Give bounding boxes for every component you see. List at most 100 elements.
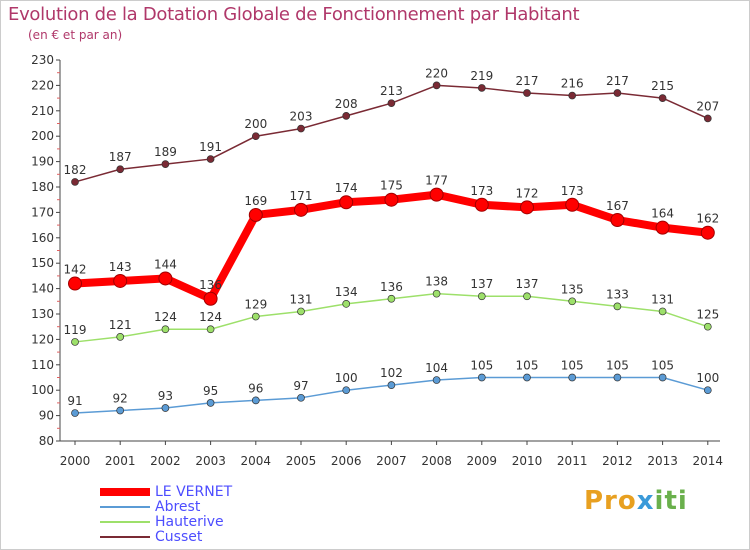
logo-part-1: Pro bbox=[584, 486, 637, 516]
x-tick-label: 2003 bbox=[195, 454, 226, 468]
data-label: 144 bbox=[154, 257, 177, 271]
data-point bbox=[613, 373, 622, 382]
data-point bbox=[251, 312, 260, 321]
data-point bbox=[71, 178, 79, 186]
legend-item: LE VERNET bbox=[100, 485, 340, 500]
data-label: 203 bbox=[290, 110, 313, 124]
x-tick-label: 2000 bbox=[60, 454, 91, 468]
data-label: 95 bbox=[203, 384, 218, 398]
data-label: 171 bbox=[290, 189, 313, 203]
data-point bbox=[568, 297, 577, 306]
data-point bbox=[568, 373, 577, 382]
y-tick-label: 150 bbox=[31, 256, 54, 270]
x-tick-label: 2012 bbox=[602, 454, 633, 468]
data-label: 97 bbox=[293, 379, 308, 393]
data-label: 219 bbox=[470, 69, 493, 83]
data-point bbox=[432, 376, 441, 384]
data-label: 216 bbox=[561, 77, 584, 91]
y-tick-label: 220 bbox=[31, 78, 54, 92]
data-label: 137 bbox=[516, 277, 539, 291]
data-point bbox=[432, 81, 441, 90]
data-label: 173 bbox=[470, 184, 493, 198]
data-point bbox=[161, 325, 170, 334]
data-point bbox=[477, 292, 486, 301]
data-label: 93 bbox=[158, 389, 173, 403]
data-point bbox=[158, 271, 173, 286]
data-label: 135 bbox=[561, 282, 584, 296]
chart-title: Evolution de la Dotation Globale de Fonc… bbox=[8, 4, 580, 25]
data-point bbox=[342, 112, 351, 120]
data-label: 105 bbox=[606, 359, 629, 373]
data-label: 136 bbox=[199, 278, 222, 292]
data-point bbox=[474, 197, 489, 212]
proxiti-logo: Proxiti bbox=[584, 486, 688, 516]
data-label: 119 bbox=[64, 323, 87, 337]
data-point bbox=[565, 197, 580, 212]
data-point bbox=[297, 393, 305, 402]
data-point bbox=[116, 406, 125, 415]
data-point bbox=[342, 299, 351, 308]
data-label: 133 bbox=[606, 287, 629, 301]
data-point bbox=[658, 307, 667, 316]
data-label: 182 bbox=[64, 163, 87, 177]
data-label: 105 bbox=[651, 359, 674, 373]
x-tick-label: 2011 bbox=[557, 454, 588, 468]
data-point bbox=[251, 396, 260, 405]
data-label: 96 bbox=[248, 381, 263, 395]
data-point bbox=[339, 195, 354, 210]
data-label: 169 bbox=[244, 194, 267, 208]
data-point bbox=[613, 302, 622, 311]
data-label: 124 bbox=[154, 310, 177, 324]
y-tick-label: 100 bbox=[31, 383, 54, 397]
y-tick-label: 140 bbox=[31, 282, 54, 296]
data-point bbox=[71, 409, 79, 417]
x-tick-label: 2014 bbox=[693, 454, 724, 468]
data-point bbox=[432, 289, 441, 298]
data-point bbox=[613, 89, 622, 97]
data-point bbox=[703, 114, 712, 123]
data-label: 217 bbox=[516, 74, 539, 88]
data-point bbox=[700, 225, 715, 240]
data-point bbox=[429, 187, 444, 202]
data-point bbox=[387, 99, 396, 108]
legend-swatch bbox=[100, 488, 150, 496]
data-label: 215 bbox=[651, 79, 674, 93]
data-label: 124 bbox=[199, 310, 222, 324]
data-point bbox=[568, 91, 577, 100]
y-tick-label: 160 bbox=[31, 231, 54, 245]
legend-item: Cusset bbox=[100, 530, 340, 545]
data-label: 213 bbox=[380, 84, 403, 98]
data-point bbox=[658, 373, 667, 382]
data-point bbox=[116, 165, 125, 174]
y-tick-label: 130 bbox=[31, 307, 54, 321]
data-point bbox=[523, 89, 531, 97]
data-label: 177 bbox=[425, 174, 448, 188]
y-tick-label: 170 bbox=[31, 205, 54, 219]
legend-item: Hauterive bbox=[100, 515, 340, 530]
data-label: 104 bbox=[425, 361, 448, 375]
data-label: 162 bbox=[696, 212, 719, 226]
y-tick-label: 180 bbox=[31, 180, 54, 194]
data-label: 129 bbox=[244, 298, 267, 312]
data-point bbox=[206, 155, 215, 163]
data-label: 217 bbox=[606, 74, 629, 88]
data-label: 142 bbox=[64, 263, 87, 277]
legend-swatch bbox=[100, 521, 150, 523]
chart-subtitle: (en € et par an) bbox=[28, 28, 123, 42]
data-point bbox=[655, 220, 670, 235]
y-tick-label: 210 bbox=[31, 104, 54, 118]
data-label: 131 bbox=[651, 292, 674, 306]
data-point bbox=[297, 124, 305, 133]
chart-legend: LE VERNET Abrest Hauterive Cusset bbox=[100, 485, 340, 545]
data-point bbox=[116, 333, 125, 341]
x-tick-label: 2001 bbox=[105, 454, 136, 468]
data-point bbox=[703, 386, 712, 395]
data-point bbox=[523, 373, 531, 382]
data-label: 131 bbox=[290, 292, 313, 306]
x-tick-label: 2010 bbox=[512, 454, 543, 468]
data-point bbox=[297, 307, 305, 316]
y-tick-label: 230 bbox=[31, 53, 54, 67]
legend-label: LE VERNET bbox=[155, 484, 233, 500]
